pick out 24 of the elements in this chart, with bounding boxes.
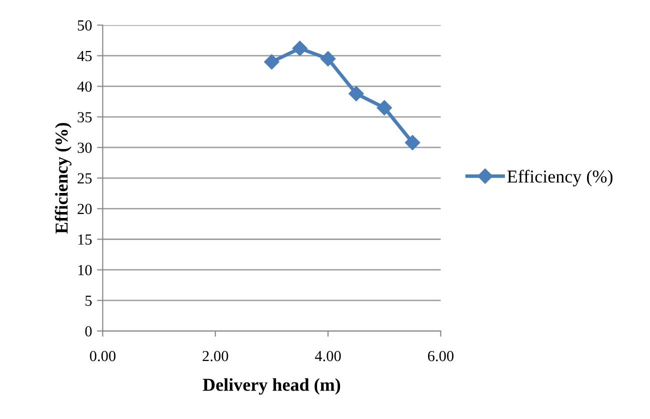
- point: [376, 100, 392, 116]
- x-tick-label: 4.00: [314, 350, 341, 362]
- legend-label: Efficiency (%): [507, 170, 612, 186]
- x-tick-label: 0.00: [90, 350, 116, 362]
- point: [292, 40, 308, 56]
- y-tick-label: 45: [77, 50, 92, 62]
- x-tick-label: 6.00: [428, 350, 454, 362]
- y-tick-label: 30: [78, 142, 92, 153]
- point: [320, 51, 336, 66]
- point: [404, 135, 420, 150]
- point: [264, 54, 280, 70]
- x-tick-label: 2.00: [202, 350, 228, 362]
- point: [348, 86, 364, 102]
- y-tick-label: 15: [78, 234, 92, 245]
- y-tick-label: 5: [86, 296, 92, 306]
- y-tick-label: 40: [77, 81, 92, 92]
- y-tick-label: 25: [78, 173, 92, 184]
- y-tick-label: 20: [78, 204, 92, 214]
- y-tick-label: 10: [78, 264, 92, 276]
- y-tick-label: 35: [78, 112, 92, 122]
- y-tick-label: 0: [85, 326, 92, 336]
- y-axis-title: Efficiency (%): [54, 122, 72, 234]
- x-axis-title: Delivery head (m): [202, 378, 340, 395]
- y-tick-label: 50: [78, 20, 92, 31]
